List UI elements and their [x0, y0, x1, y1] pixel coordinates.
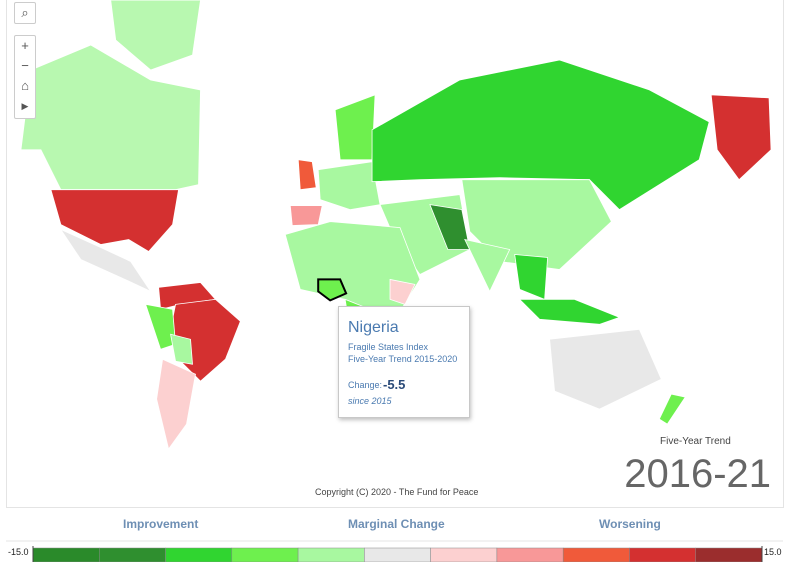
- zoom-out[interactable]: −: [21, 58, 29, 73]
- australia[interactable]: [549, 328, 662, 410]
- india[interactable]: [464, 238, 511, 293]
- trend-title: Five-Year Trend: [660, 436, 731, 447]
- tooltip-change-label: Change:: [348, 380, 383, 390]
- legend-label: Improvement: [123, 517, 199, 531]
- indonesia[interactable]: [518, 298, 621, 325]
- southeast-asia[interactable]: [514, 254, 549, 300]
- play[interactable]: ▶: [21, 101, 29, 111]
- map-controls: + − ⌂ ▶: [14, 35, 36, 119]
- copyright: Copyright (C) 2020 - The Fund for Peace: [315, 487, 479, 497]
- scale-min-label: -15.0: [8, 547, 29, 557]
- scale-segment: [562, 547, 630, 562]
- scale-segment: [695, 547, 763, 562]
- mexico[interactable]: [59, 228, 152, 293]
- bolivia[interactable]: [170, 333, 193, 365]
- home[interactable]: ⌂: [21, 78, 29, 93]
- tooltip-change: -5.5: [383, 377, 406, 392]
- scale-segment: [32, 547, 100, 562]
- scale-segment: [165, 547, 233, 562]
- search-button[interactable]: ⌕: [14, 2, 36, 24]
- scale-max-label: 15.0: [764, 547, 782, 557]
- usa[interactable]: [50, 189, 180, 253]
- greenland[interactable]: [110, 0, 201, 71]
- scale-segment: [231, 547, 299, 562]
- scale-segment: [496, 547, 564, 562]
- east-africa[interactable]: [389, 278, 416, 305]
- alaska-chukotka[interactable]: [710, 94, 772, 181]
- russia[interactable]: [371, 59, 710, 211]
- scale-segment: [629, 547, 696, 562]
- color-scale: -15.0 15.0: [6, 540, 783, 562]
- argentina-chile[interactable]: [156, 358, 196, 450]
- tooltip-since: since 2015: [348, 396, 392, 406]
- zoom-in[interactable]: +: [21, 38, 29, 53]
- legend-label: Worsening: [599, 517, 661, 531]
- scale-segment: [297, 547, 365, 562]
- scale-segment: [364, 547, 431, 562]
- tooltip-country: Nigeria: [348, 319, 399, 336]
- spain[interactable]: [289, 205, 323, 226]
- uk[interactable]: [297, 159, 317, 191]
- map[interactable]: [6, 0, 784, 508]
- tooltip-line1: Fragile States Index: [348, 342, 429, 352]
- scale-segment: [99, 547, 166, 562]
- tooltip-line2: Five-Year Trend 2015-2020: [348, 354, 458, 364]
- scale-segment: [430, 547, 498, 562]
- new-zealand[interactable]: [658, 393, 686, 425]
- europe[interactable]: [317, 161, 381, 211]
- nigeria[interactable]: [317, 278, 348, 302]
- legend-label: Marginal Change: [348, 517, 445, 531]
- tooltip: Nigeria Fragile States Index Five-Year T…: [338, 306, 470, 418]
- period: 2016-21: [624, 452, 771, 496]
- peru[interactable]: [145, 303, 176, 350]
- canada[interactable]: [20, 44, 201, 191]
- scandinavia[interactable]: [334, 94, 376, 161]
